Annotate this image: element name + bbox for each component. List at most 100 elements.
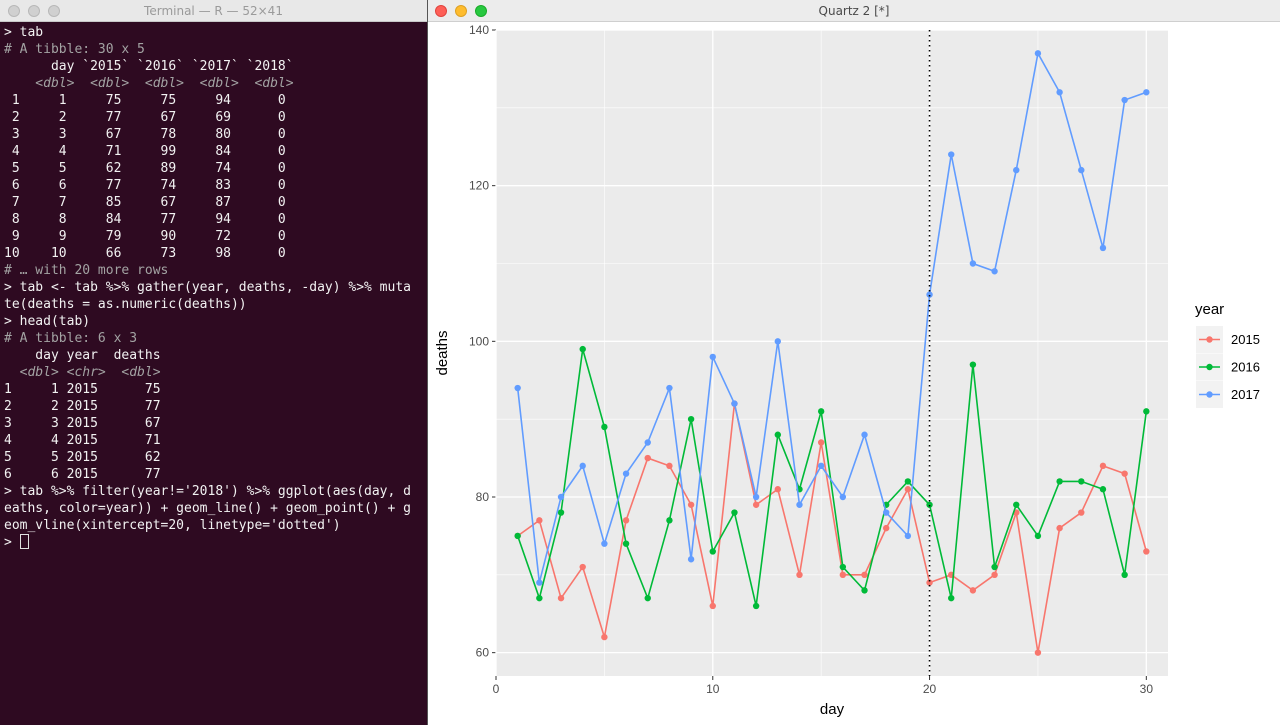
legend-label: 2017: [1231, 387, 1260, 402]
data-point: [991, 563, 998, 571]
data-point: [926, 501, 933, 508]
data-point: [1078, 166, 1085, 174]
terminal-window[interactable]: Terminal — R — 52×41 > tab # A tibble: 30…: [0, 0, 428, 725]
data-point: [861, 571, 868, 579]
quartz-window[interactable]: Quartz 2 [*] 60 80 100 120 140 0 10 20 30 day deat…: [428, 0, 1280, 725]
data-point: [948, 594, 955, 602]
data-point: [601, 540, 608, 547]
data-point: [1143, 408, 1150, 415]
data-point: [774, 431, 782, 438]
x-tick-label: 0: [493, 682, 500, 696]
data-point: [904, 478, 912, 485]
data-point: [882, 509, 890, 516]
data-point: [644, 594, 651, 602]
data-point: [969, 260, 977, 267]
data-point: [817, 408, 825, 415]
data-point: [1143, 548, 1150, 555]
data-point: [666, 384, 673, 392]
data-point: [687, 501, 695, 508]
data-point: [709, 602, 716, 610]
series-2017: [514, 50, 1150, 586]
terminal-line: 5 5 2015 62: [4, 450, 161, 465]
data-point: [731, 400, 738, 407]
data-point: [1143, 89, 1150, 96]
terminal-line: 8 8 84 77 94 0: [4, 212, 286, 227]
minimize-button[interactable]: [455, 5, 467, 17]
data-point: [839, 493, 847, 501]
data-point: [601, 423, 608, 431]
terminal-line: # … with 20 more rows: [4, 263, 169, 278]
data-point: [1034, 649, 1042, 656]
data-point: [882, 524, 890, 532]
terminal-line: > tab %>% filter(year!='2018') %>% ggplo…: [4, 484, 411, 499]
data-point: [991, 268, 998, 275]
ggplot-chart: 60 80 100 120 140 0 10 20 30 day deaths year 2015 201…: [434, 23, 1260, 718]
data-point: [536, 517, 543, 524]
data-point: [622, 517, 630, 524]
close-button[interactable]: [8, 5, 20, 17]
terminal-output[interactable]: > tab # A tibble: 30 x 5 day `2015` `2016…: [4, 24, 427, 725]
series-line-2015: [517, 403, 1148, 653]
terminal-titlebar[interactable]: Terminal — R — 52×41: [0, 0, 427, 22]
data-point: [514, 384, 521, 392]
data-point: [1078, 478, 1085, 485]
data-point: [796, 571, 803, 579]
data-point: [666, 462, 673, 470]
data-point: [904, 486, 912, 493]
x-tick-label: 20: [923, 682, 937, 696]
terminal-line: 10 10 66 73 98 0: [4, 246, 286, 261]
data-point: [1121, 571, 1128, 579]
data-point: [752, 493, 760, 501]
terminal-line: eaths, color=year)) + geom_line() + geom…: [4, 501, 411, 516]
y-tick-label: 120: [469, 179, 489, 193]
data-point: [839, 571, 847, 579]
terminal-line: te(deaths = as.numeric(deaths)): [4, 297, 247, 312]
text-cursor: [19, 534, 29, 549]
data-point: [709, 353, 716, 361]
data-point: [1013, 166, 1020, 174]
data-point: [1099, 462, 1107, 470]
series-line-2017: [516, 51, 1147, 583]
y-tick-label: 60: [476, 646, 490, 660]
data-point: [514, 532, 521, 540]
data-point: [796, 501, 803, 508]
data-point: [969, 587, 977, 594]
terminal-line: 9 9 79 90 72 0: [4, 229, 286, 244]
data-point: [536, 594, 543, 602]
quartz-titlebar[interactable]: Quartz 2 [*]: [428, 0, 1280, 22]
close-button[interactable]: [435, 5, 447, 17]
legend-key-point: [1206, 336, 1213, 343]
terminal-line: 3 3 2015 67: [4, 416, 161, 431]
quartz-title: Quartz 2 [*]: [818, 4, 890, 18]
data-point: [622, 540, 630, 547]
series-2016: [514, 345, 1150, 610]
data-point: [752, 602, 760, 610]
terminal-line: 1 1 75 75 94 0: [4, 93, 286, 108]
terminal-line: day year deaths: [4, 348, 161, 363]
legend-key-point: [1206, 391, 1213, 398]
y-tick-label: 80: [476, 490, 490, 504]
terminal-line: # A tibble: 30 x 5: [4, 42, 145, 57]
zoom-button[interactable]: [48, 5, 60, 17]
x-tick-label: 10: [706, 682, 720, 696]
data-point: [731, 509, 738, 516]
terminal-line: > head(tab): [4, 314, 91, 329]
data-point: [622, 470, 630, 477]
data-point: [1056, 524, 1063, 532]
data-point: [1034, 532, 1042, 540]
data-point: [926, 291, 933, 298]
legend-key-point: [1206, 363, 1213, 371]
data-point: [1056, 89, 1063, 96]
data-point: [991, 571, 998, 579]
terminal-line: <dbl> <chr> <dbl>: [4, 365, 161, 380]
data-point: [817, 462, 825, 470]
data-point: [969, 361, 977, 368]
legend-label: 2015: [1231, 332, 1260, 347]
zoom-button[interactable]: [475, 5, 487, 17]
terminal-line: eom_vline(xintercept=20, linetype='dotte…: [4, 518, 341, 533]
data-point: [557, 509, 565, 516]
terminal-line: day `2015` `2016` `2017` `2018`: [4, 59, 294, 74]
data-point: [774, 338, 782, 345]
series-line-2016: [516, 348, 1148, 607]
minimize-button[interactable]: [28, 5, 40, 17]
